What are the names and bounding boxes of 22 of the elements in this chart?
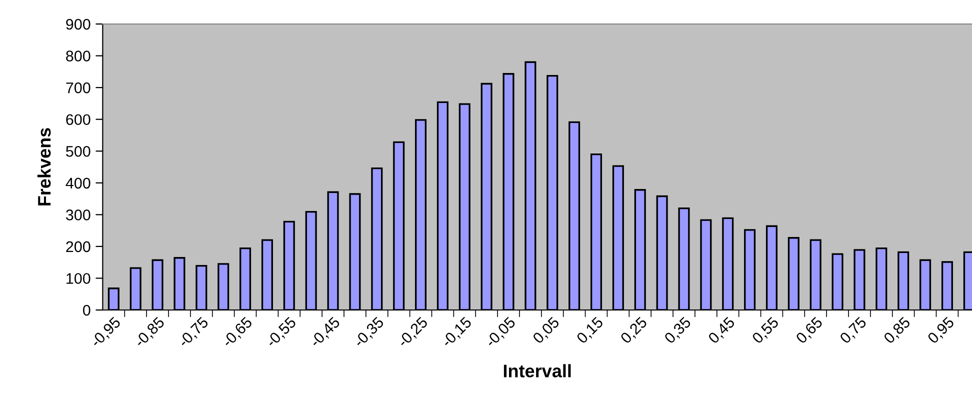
y-tick-label: 700 xyxy=(66,82,90,94)
x-tick-label: 0,95 xyxy=(926,316,956,346)
y-tick-label: 300 xyxy=(66,210,90,220)
y-tick-label: 800 xyxy=(66,50,90,62)
x-tick-label: 0,15 xyxy=(576,316,606,346)
x-tick-label: 0,25 xyxy=(620,316,649,346)
x-axis-title: Intervall xyxy=(504,364,571,378)
x-tick-label: 0,35 xyxy=(664,316,693,346)
x-tick-label: 0,45 xyxy=(708,316,737,346)
y-tick-label: 500 xyxy=(66,146,90,157)
x-tick-label: 0,65 xyxy=(795,316,824,346)
y-tick-label: 100 xyxy=(66,273,90,284)
y-axis-title: Frekvens xyxy=(37,128,51,206)
x-tick-label: 0,75 xyxy=(839,316,868,346)
x-tick-label: 0,05 xyxy=(532,316,562,346)
x-tick-label: 0,85 xyxy=(883,316,912,346)
y-tick-label: 0 xyxy=(82,304,90,316)
y-tick-label: 900 xyxy=(66,18,90,30)
x-tick-label: 0,55 xyxy=(751,316,780,346)
y-tick-label: 600 xyxy=(66,114,90,126)
y-tick-label: 200 xyxy=(66,241,90,252)
y-tick-label: 400 xyxy=(66,178,90,189)
